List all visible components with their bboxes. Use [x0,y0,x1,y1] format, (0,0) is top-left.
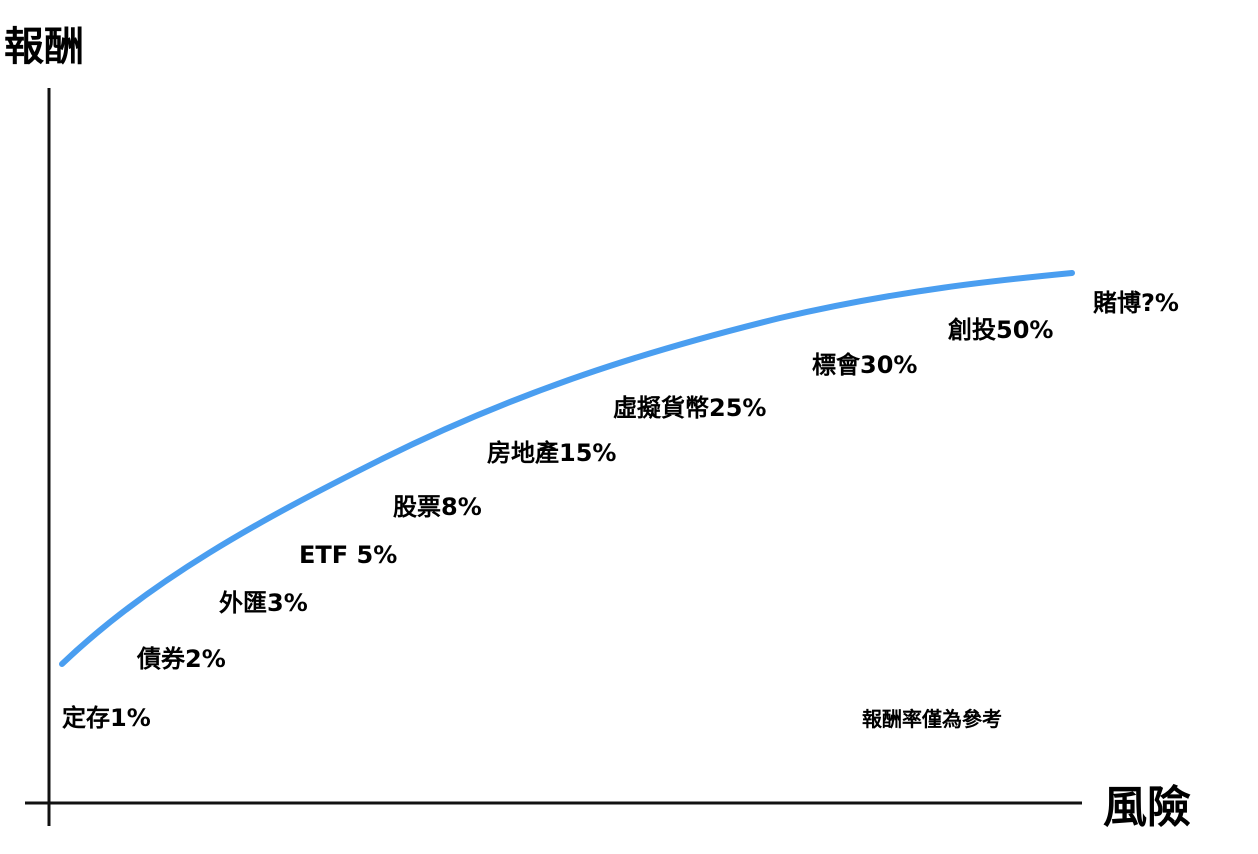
y-axis-title: 報酬 [4,24,84,70]
point-label: 虛擬貨幣25% [613,394,766,422]
point-label: 股票8% [393,493,482,521]
point-labels: 定存1% 債券2% 外匯3% ETF 5% 股票8%房地產15% 虛擬貨幣25% 標會30%… [62,289,1179,732]
point-label: 債券2% [136,645,226,673]
point-label: 創投50% [948,316,1053,344]
point-label: ETF 5% [299,541,397,569]
point-label: 外匯3% [219,589,308,617]
risk-return-curve [59,270,1075,667]
x-axis-title: 風險 [1103,782,1191,833]
reference-note: 報酬率僅為參考 [862,707,1002,731]
point-label: 房地產15% [487,439,616,467]
point-label: 標會30% [812,351,917,379]
point-label: 賭博?% [1093,289,1179,317]
point-label: 定存1% [62,704,151,732]
